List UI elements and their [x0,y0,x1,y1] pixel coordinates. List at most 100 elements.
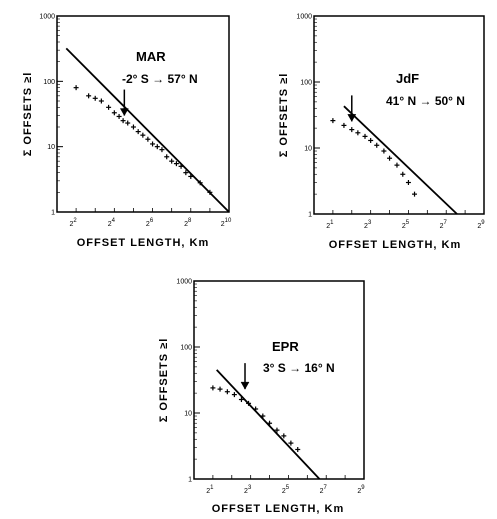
x-tick-label: 22 [69,218,77,228]
y-axis-label: Σ OFFSETS ≥l [158,338,170,423]
data-point [281,433,287,439]
data-point [274,427,280,433]
x-tick-label: 29 [357,485,365,495]
fit-line [343,105,458,215]
tick-group: 1 10 100 1000 22 24 26 28 210 [39,14,232,229]
data-point [412,191,418,197]
data-point [368,137,374,143]
mark-group [65,47,230,213]
arrow-head [240,381,250,390]
data-point [154,144,160,150]
y-tick-label: 1000 [39,14,55,21]
y-tick-label: 10 [304,146,312,153]
data-point [400,171,406,177]
data-point [173,161,179,167]
panel-title: JdF [396,71,419,86]
panel-range: 3° S → 16° N [263,361,335,375]
data-point [341,122,347,128]
data-point [210,385,216,391]
data-point [125,120,131,126]
arrow-head [119,108,129,117]
y-axis-label: Σ OFFSETS ≥l [278,73,290,158]
x-tick-label: 23 [364,220,372,230]
data-point [381,148,387,154]
data-point [224,389,230,395]
y-tick-label: 10 [47,144,55,151]
x-tick-label: 25 [282,485,290,495]
data-point [98,98,104,104]
data-point [130,124,136,130]
data-point [150,141,156,147]
data-point [145,136,151,142]
data-point [140,132,146,138]
x-tick-label: 25 [402,220,410,230]
data-point [362,133,368,139]
data-point [330,118,336,124]
x-tick-label: 23 [244,485,252,495]
fit-line [216,369,321,480]
x-tick-label: 21 [326,220,334,230]
panel-title: MAR [136,49,166,64]
data-point [73,85,79,91]
x-tick-label: 26 [146,218,154,228]
data-point [349,127,355,133]
y-tick-label: 100 [300,80,312,87]
panel-range: 41° N → 50° N [386,94,465,108]
x-tick-label: 28 [184,218,192,228]
y-tick-label: 1000 [296,14,312,21]
plot-frame [313,15,485,215]
data-point [217,386,223,392]
tick-group: 1 10 100 1000 21 23 25 27 29 [296,14,485,231]
chart-panel-epr: 1 10 100 1000 21 23 25 27 29 EPR 3° S → 16° N Σ … [158,279,365,516]
x-axis-label: OFFSET LENGTH, Km [329,239,462,251]
x-tick-label: 210 [221,218,232,228]
chart-panel-jdf: 1 10 100 1000 21 23 25 27 29 JdF 41° N → 50° N Σ… [278,14,485,252]
y-tick-label: 1000 [176,279,192,286]
data-point [159,147,165,153]
data-point [374,142,380,148]
data-point [135,129,141,135]
data-point [120,118,126,124]
y-tick-label: 100 [180,345,192,352]
x-tick-label: 21 [206,485,214,495]
data-point [92,95,98,101]
mark-group [210,363,321,480]
y-tick-label: 10 [184,411,192,418]
x-tick-label: 24 [108,218,116,228]
y-tick-label: 1 [308,212,312,219]
plot-frame [56,15,230,213]
data-point [116,113,122,119]
data-point [295,446,301,452]
data-point [405,180,411,186]
data-point [288,440,294,446]
data-point [164,154,170,160]
data-point [86,93,92,99]
y-tick-label: 1 [188,477,192,484]
data-point [394,162,400,168]
x-tick-label: 29 [477,220,485,230]
data-point [106,104,112,110]
fit-line [65,47,230,213]
x-axis-label: OFFSET LENGTH, Km [77,237,210,249]
tick-group: 1 10 100 1000 21 23 25 27 29 [176,279,365,496]
mark-group [330,95,458,215]
y-axis-label: Σ OFFSETS ≥l [22,72,34,157]
y-tick-label: 1 [51,210,55,217]
x-tick-label: 27 [320,485,328,495]
panel-range: -2° S → 57° N [122,72,198,86]
arrow-head [347,114,357,122]
x-axis-label: OFFSET LENGTH, Km [212,503,345,515]
panel-title: EPR [272,339,299,354]
data-point [111,110,117,116]
data-point [183,170,189,176]
data-point [169,158,175,164]
plot-frame [193,280,365,480]
x-tick-label: 27 [440,220,448,230]
data-point [355,130,361,136]
data-point [387,155,393,161]
data-point [231,392,237,398]
y-tick-label: 100 [43,79,55,86]
data-point [238,397,244,403]
